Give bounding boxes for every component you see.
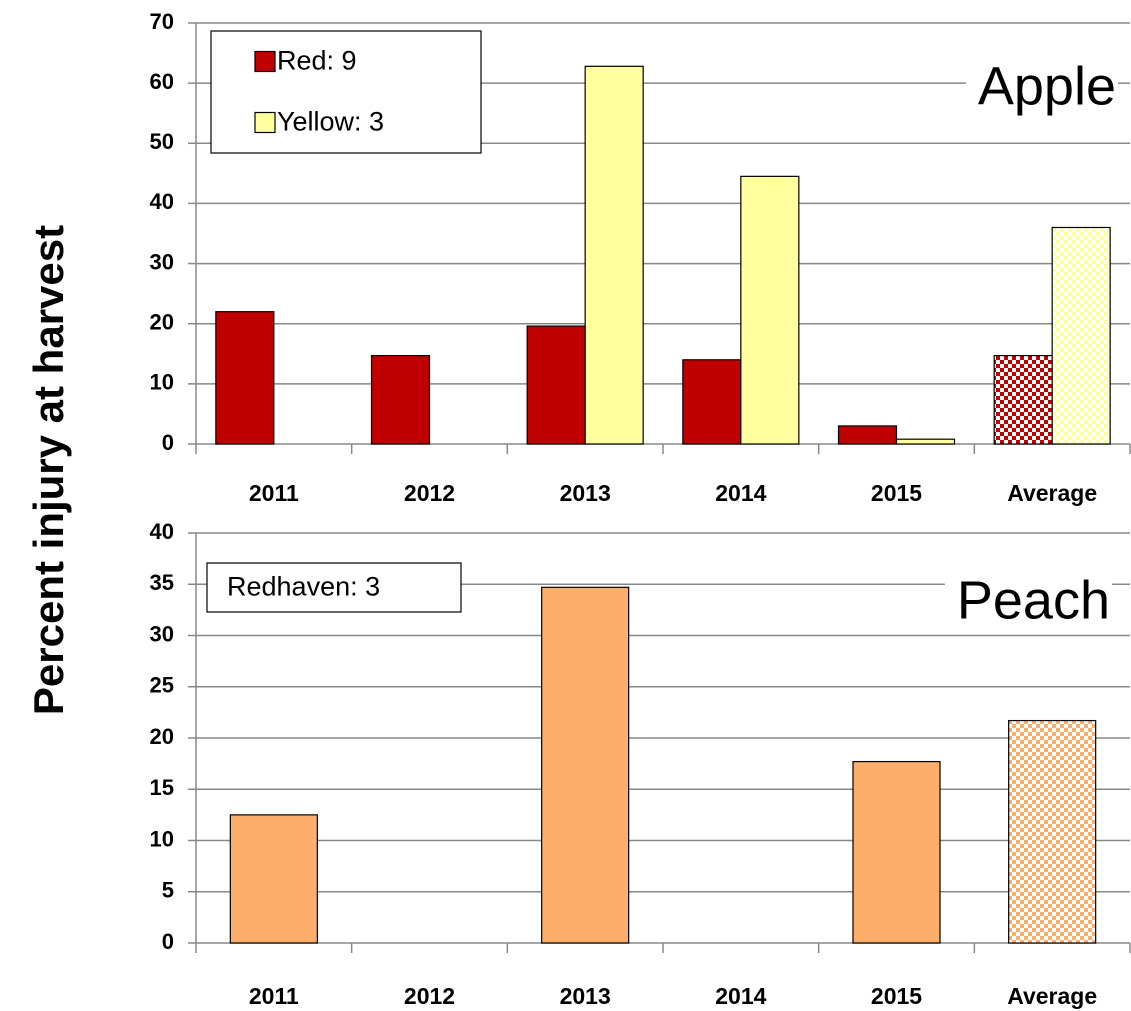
y-tick-label: 50: [150, 129, 174, 154]
bar: [895, 438, 956, 445]
y-tick-label: 30: [150, 621, 174, 646]
x-tick-label: 2014: [715, 983, 766, 1009]
x-tick-label: 2015: [871, 983, 922, 1009]
y-tick-label: 30: [150, 249, 174, 274]
y-tick-label: 10: [150, 370, 174, 395]
y-tick-label: 40: [150, 519, 174, 544]
bar: [370, 354, 431, 445]
x-tick-label: Average: [1007, 480, 1097, 506]
legend-swatch: [254, 50, 276, 73]
bar: [993, 354, 1053, 445]
annotation: Peach: [957, 570, 1110, 630]
bar: [584, 65, 644, 445]
x-tick-label: Average: [1007, 983, 1097, 1009]
annotation-bg: [965, 56, 1118, 117]
x-tick-label: 2015: [871, 480, 922, 506]
y-tick-label: 0: [162, 929, 174, 954]
bar: [541, 586, 630, 944]
y-axis-label: Percent injury at harvest: [25, 225, 72, 715]
bar: [526, 325, 586, 445]
x-tick-label: 2011: [249, 983, 299, 1009]
y-tick-label: 25: [150, 673, 174, 698]
bar: [215, 311, 275, 445]
y-tick-label: 15: [150, 775, 174, 800]
y-tick-label: 20: [150, 310, 174, 335]
y-tick-label: 60: [150, 69, 174, 94]
x-tick-label: 2012: [404, 983, 455, 1009]
y-tick-label: 0: [162, 430, 174, 455]
annotation: Apple: [978, 56, 1116, 116]
bar: [682, 359, 742, 445]
x-tick-label: 2011: [249, 480, 299, 506]
y-tick-label: 5: [162, 878, 174, 903]
y-tick-label: 70: [150, 9, 174, 34]
bar: [837, 425, 898, 445]
x-tick-label: 2013: [560, 480, 611, 506]
y-tick-label: 10: [150, 826, 174, 851]
x-tick-label: 2012: [404, 480, 455, 506]
y-tick-label: 40: [150, 189, 174, 214]
x-tick-label: 2013: [560, 983, 611, 1009]
legend-label: Red: 9: [277, 46, 357, 76]
bar: [852, 760, 941, 944]
bar: [740, 175, 800, 445]
legend-swatch: [254, 111, 276, 134]
y-tick-label: 20: [150, 724, 174, 749]
legend-label: Yellow: 3: [277, 107, 384, 137]
annotation-bg: [944, 570, 1112, 631]
bar: [1008, 719, 1097, 944]
bar: [1051, 226, 1111, 445]
bar: [229, 814, 318, 944]
legend-label: Redhaven: 3: [227, 572, 380, 602]
x-tick-label: 2014: [715, 480, 766, 506]
legend-box: [206, 562, 462, 613]
y-tick-label: 35: [150, 570, 174, 595]
